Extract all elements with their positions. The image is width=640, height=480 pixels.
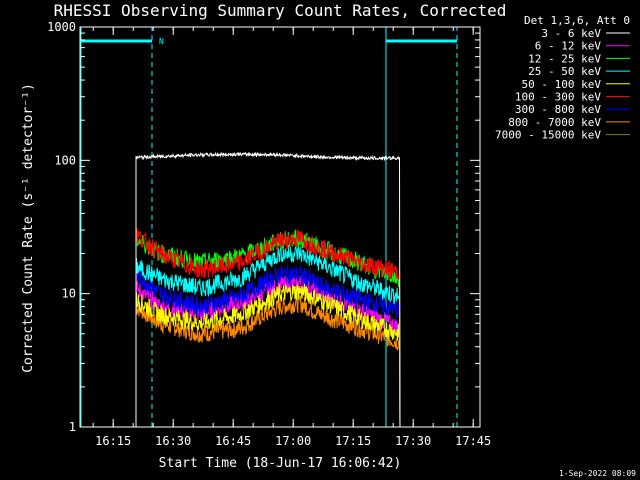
series-line (135, 227, 401, 428)
legend-title: Det 1,3,6, Att 0 (524, 14, 630, 27)
y-tick-label: 1 (69, 420, 76, 434)
saa-night-annotations (80, 27, 458, 427)
night-marker-label: N (159, 37, 164, 46)
y-tick-label: 10 (62, 287, 76, 301)
plot-frame (79, 26, 481, 428)
legend-label: 300 - 800 keV (515, 103, 601, 116)
footer-date: 1-Sep-2022 08:09 (558, 469, 636, 478)
x-tick-label: 17:15 (335, 434, 371, 448)
series-line (135, 283, 401, 428)
y-tick-label: 1000 (47, 20, 76, 34)
series-line (135, 229, 401, 428)
legend-label: 6 - 12 keV (535, 40, 602, 53)
x-axis-label: Start Time (18-Jun-17 16:06:42) (159, 456, 402, 471)
legend-label: 50 - 100 keV (522, 78, 602, 91)
x-tick-label: 17:00 (275, 434, 311, 448)
series-line (135, 264, 401, 428)
x-tick-label: 16:15 (95, 434, 131, 448)
legend-label: 25 - 50 keV (528, 65, 601, 78)
axes: 16:15 16:30 16:45 17:00 17:15 17:30 17:45 1 10 10… (47, 20, 491, 448)
series-layer (135, 151, 401, 428)
legend-label: 12 - 25 keV (528, 52, 601, 65)
x-tick-label: 16:45 (215, 434, 251, 448)
legend-label: 800 - 7000 keV (508, 116, 601, 129)
x-tick-label: 17:45 (455, 434, 491, 448)
y-tick-label: 100 (54, 153, 76, 167)
series-line (135, 151, 401, 428)
legend-label: 3 - 6 keV (541, 27, 601, 40)
series-line (135, 294, 401, 428)
x-tick-label: 16:30 (155, 434, 191, 448)
chart-title: RHESSI Observing Summary Count Rates, Co… (54, 1, 507, 20)
x-tick-label: 17:30 (395, 434, 431, 448)
series-line (135, 244, 401, 428)
legend-label: 7000 - 15000 keV (495, 129, 601, 142)
legend-label: 100 - 300 keV (515, 91, 601, 104)
y-axis-label: Corrected Count Rate (s⁻¹ detector⁻¹) (21, 83, 36, 373)
